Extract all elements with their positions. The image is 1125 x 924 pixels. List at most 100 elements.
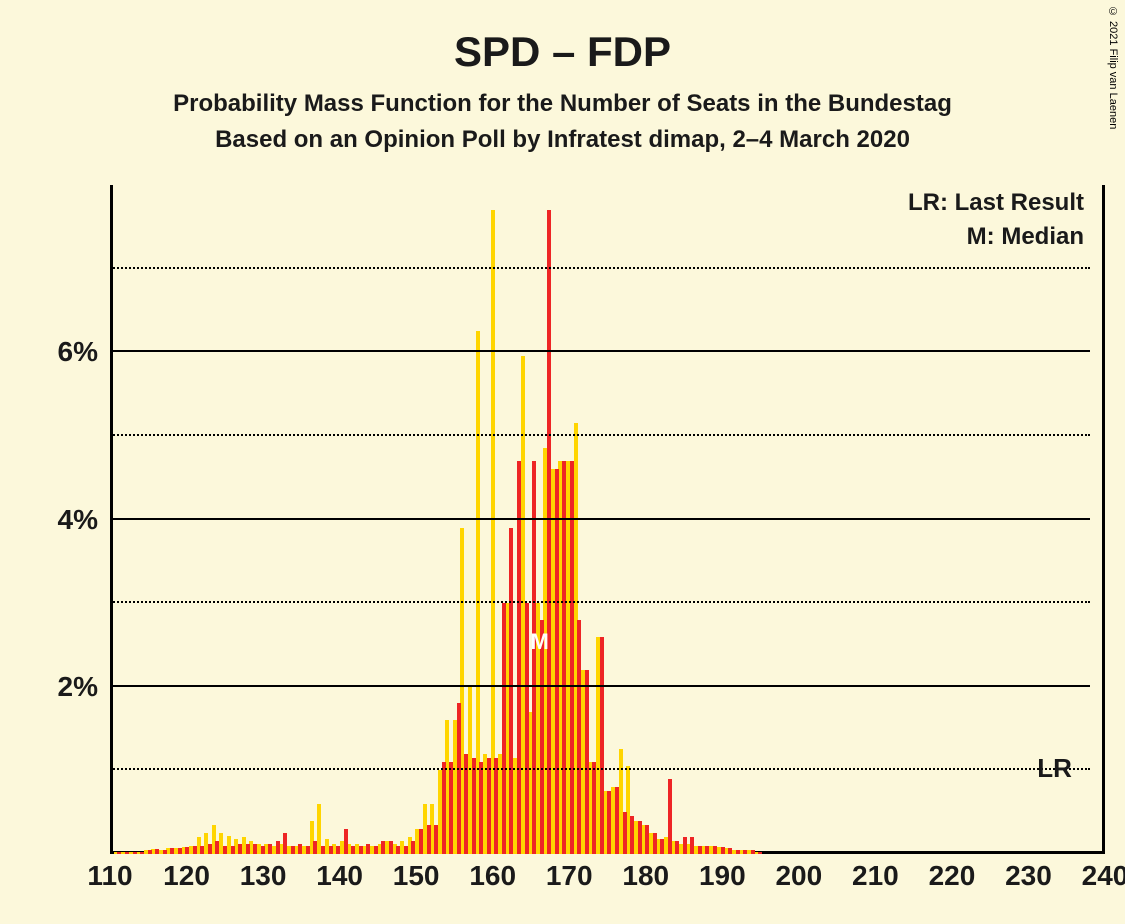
bar xyxy=(344,829,348,854)
x-tick-label: 180 xyxy=(622,860,669,892)
bar xyxy=(525,603,529,854)
x-tick-label: 200 xyxy=(775,860,822,892)
bar xyxy=(690,837,694,854)
right-axis-line xyxy=(1102,185,1105,854)
bar xyxy=(291,846,295,854)
bar xyxy=(419,829,423,854)
gridline-dotted xyxy=(110,601,1090,603)
bar xyxy=(253,844,257,854)
bar xyxy=(449,762,453,854)
bar xyxy=(592,762,596,854)
bar xyxy=(683,837,687,854)
x-tick-label: 140 xyxy=(316,860,363,892)
bar xyxy=(359,846,363,854)
bar xyxy=(600,637,604,854)
x-tick-label: 150 xyxy=(393,860,440,892)
bar xyxy=(668,779,672,854)
bar xyxy=(577,620,581,854)
gridline-dotted xyxy=(110,768,1090,770)
bar xyxy=(645,825,649,854)
x-tick-label: 240 xyxy=(1082,860,1125,892)
bar xyxy=(351,846,355,854)
y-tick-label: 4% xyxy=(58,504,98,536)
bar xyxy=(517,461,521,854)
bar xyxy=(381,841,385,854)
bar xyxy=(231,846,235,854)
bar xyxy=(404,846,408,854)
bar xyxy=(698,846,702,854)
bar xyxy=(442,762,446,854)
pmf-chart: LR: Last Result M: Median 2% 4% 6% LR M 110 1… xyxy=(60,185,1105,894)
bar xyxy=(306,846,310,854)
gridline-solid xyxy=(110,518,1090,520)
plot-area: LR: Last Result M: Median 2%4%6%LRM xyxy=(110,185,1090,854)
bar xyxy=(261,846,265,854)
bar xyxy=(660,839,664,854)
bar xyxy=(276,841,280,854)
gridline-solid xyxy=(110,685,1090,687)
bar xyxy=(713,846,717,854)
legend-lr: LR: Last Result xyxy=(908,189,1084,217)
x-tick-label: 170 xyxy=(546,860,593,892)
bar xyxy=(509,528,513,854)
bar xyxy=(396,846,400,854)
bar xyxy=(185,847,189,854)
bar xyxy=(238,844,242,854)
bar xyxy=(313,841,317,854)
bar xyxy=(434,825,438,854)
bar xyxy=(223,846,227,854)
title-block: SPD – FDP Probability Mass Function for … xyxy=(0,28,1125,154)
bar xyxy=(389,841,393,854)
bar xyxy=(336,846,340,854)
bar xyxy=(283,833,287,854)
bar xyxy=(193,846,197,854)
bar xyxy=(585,670,589,854)
bar xyxy=(472,758,476,854)
bar xyxy=(457,703,461,854)
bar xyxy=(570,461,574,854)
y-tick-label: 6% xyxy=(58,336,98,368)
bar xyxy=(653,833,657,854)
gridline-dotted xyxy=(110,267,1090,269)
bar xyxy=(411,841,415,854)
x-tick-label: 190 xyxy=(699,860,746,892)
bar xyxy=(555,469,559,854)
x-tick-label: 110 xyxy=(87,860,132,892)
x-tick-label: 230 xyxy=(1005,860,1052,892)
x-tick-label: 130 xyxy=(240,860,287,892)
bar xyxy=(208,844,212,854)
bar xyxy=(427,825,431,854)
legend-m: M: Median xyxy=(908,223,1084,251)
bar xyxy=(479,762,483,854)
gridline-solid xyxy=(110,350,1090,352)
bar xyxy=(374,846,378,854)
lr-marker-label: LR xyxy=(1037,753,1072,784)
bar xyxy=(705,846,709,854)
legend: LR: Last Result M: Median xyxy=(908,189,1084,257)
bar xyxy=(494,758,498,854)
x-axis-labels: 1101201301401501601701801902002102202302… xyxy=(110,854,1105,894)
bar xyxy=(268,844,272,854)
x-tick-label: 160 xyxy=(469,860,516,892)
bar xyxy=(502,603,506,854)
bar xyxy=(200,846,204,854)
bar xyxy=(321,846,325,854)
bar xyxy=(487,758,491,854)
gridline-dotted xyxy=(110,434,1090,436)
bar xyxy=(638,821,642,854)
subtitle-2: Based on an Opinion Poll by Infratest di… xyxy=(0,126,1125,154)
chart-container: LR: Last Result M: Median 2% 4% 6% LR M 110 1… xyxy=(60,185,1105,894)
bar xyxy=(675,841,679,854)
y-tick-label: 2% xyxy=(58,671,98,703)
median-marker-label: M xyxy=(531,629,549,655)
bar xyxy=(329,846,333,854)
bar xyxy=(547,210,551,854)
bar xyxy=(630,816,634,854)
bar xyxy=(721,847,725,854)
bars-layer xyxy=(110,185,1090,854)
main-title: SPD – FDP xyxy=(0,28,1125,76)
bar xyxy=(532,461,536,854)
bar xyxy=(607,791,611,854)
bar xyxy=(215,841,219,854)
bar xyxy=(298,844,302,854)
